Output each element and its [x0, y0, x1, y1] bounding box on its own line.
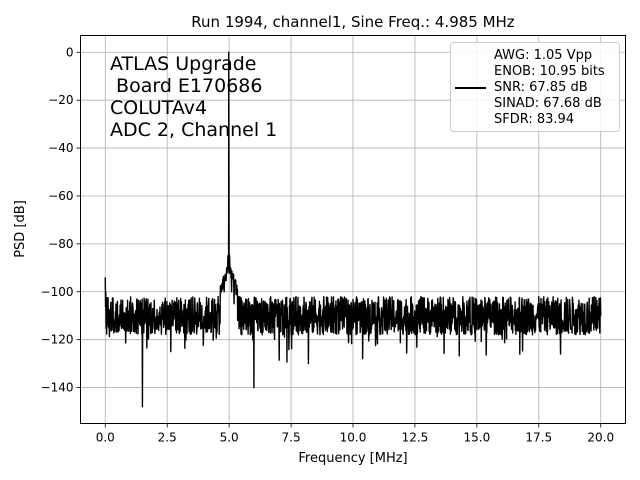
annotation-line: ADC 2, Channel 1: [110, 119, 277, 141]
x-tick-label: 5.0: [220, 431, 239, 445]
legend-entry: SFDR: 83.94: [494, 112, 574, 127]
y-tick-label: −120: [41, 333, 74, 347]
x-tick-label: 17.5: [525, 431, 552, 445]
x-tick-label: 0.0: [96, 431, 115, 445]
annotation-line: ATLAS Upgrade: [110, 53, 256, 75]
y-tick-label: −140: [41, 381, 74, 395]
x-tick-label: 20.0: [587, 431, 614, 445]
y-axis-ticks: 0 −20 −40 −60 −80 −100 −120 −140: [41, 45, 81, 395]
board-annotation: ATLAS Upgrade Board E170686 COLUTAv4 ADC…: [110, 53, 277, 141]
annotation-line: Board E170686: [110, 75, 262, 97]
x-axis-label: Frequency [MHz]: [298, 451, 407, 466]
legend-box: [450, 42, 620, 132]
x-tick-label: 10.0: [340, 431, 367, 445]
x-tick-label: 15.0: [464, 431, 491, 445]
plot-frame: [80, 35, 626, 424]
legend-entry: AWG: 1.05 Vpp: [494, 48, 592, 63]
chart-title: Run 1994, channel1, Sine Freq.: 4.985 MH…: [191, 13, 515, 31]
y-tick-label: −20: [48, 93, 73, 107]
y-tick-label: 0: [66, 45, 74, 59]
annotation-line: COLUTAv4: [110, 97, 207, 119]
legend-entry: SINAD: 67.68 dB: [494, 96, 602, 111]
y-tick-label: −40: [48, 141, 73, 155]
y-tick-label: −80: [48, 237, 73, 251]
legend-entry: ENOB: 10.95 bits: [494, 64, 605, 79]
x-tick-label: 2.5: [158, 431, 177, 445]
y-tick-label: −60: [48, 189, 73, 203]
x-tick-label: 7.5: [282, 431, 301, 445]
legend-entry: SNR: 67.85 dB: [494, 80, 588, 95]
psd-series-line: [104, 51, 602, 408]
x-axis-ticks: 0.0 2.5 5.0 7.5 10.0 12.5 15.0 17.5 20.0: [96, 423, 614, 445]
y-tick-label: −100: [41, 285, 74, 299]
legend: AWG: 1.05 Vpp ENOB: 10.95 bits SNR: 67.8…: [450, 42, 620, 132]
x-tick-label: 12.5: [402, 431, 429, 445]
y-axis-label: PSD [dB]: [13, 200, 28, 258]
